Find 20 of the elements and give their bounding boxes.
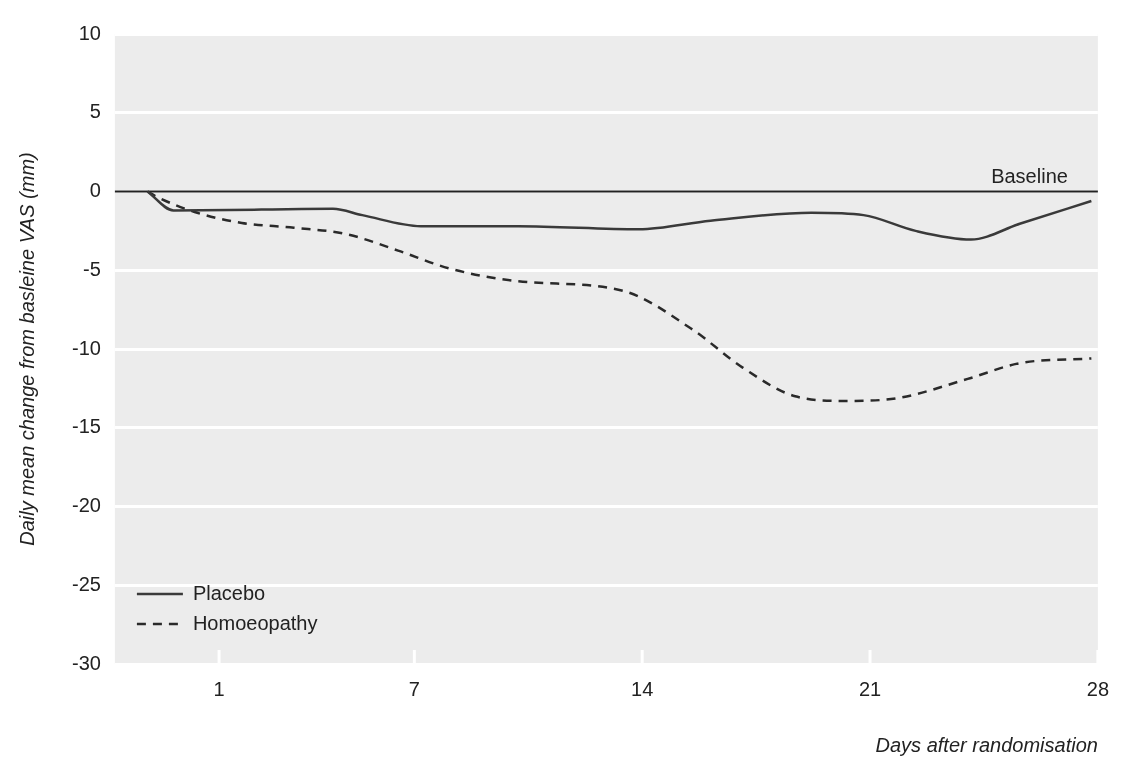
- x-tick-label: 28: [1086, 677, 1109, 700]
- y-tick-label: 5: [89, 100, 101, 123]
- y-tick-label: -5: [83, 257, 101, 280]
- y-tick-label: 0: [89, 179, 101, 202]
- x-tick-label: 21: [858, 677, 882, 700]
- x-tick-label: 7: [408, 677, 420, 700]
- y-tick-label: 10: [78, 21, 101, 44]
- y-tick-label: -20: [72, 494, 101, 517]
- legend-label: Placebo: [192, 581, 266, 604]
- legend-label: Homoeopathy: [192, 611, 318, 634]
- x-axis-title: Days after randomisation: [875, 733, 1098, 756]
- x-tick-label: 14: [631, 677, 654, 700]
- y-tick-label: -30: [72, 651, 101, 674]
- x-tick-label: 1: [213, 677, 225, 700]
- y-tick-label: -15: [72, 415, 101, 438]
- ref-line-label: Baseline: [991, 165, 1068, 188]
- y-tick-label: -25: [72, 572, 101, 595]
- y-tick-label: -10: [72, 336, 101, 359]
- line-series: [146, 190, 1093, 241]
- y-axis-title: Daily mean change from basleine VAS (mm): [15, 152, 38, 546]
